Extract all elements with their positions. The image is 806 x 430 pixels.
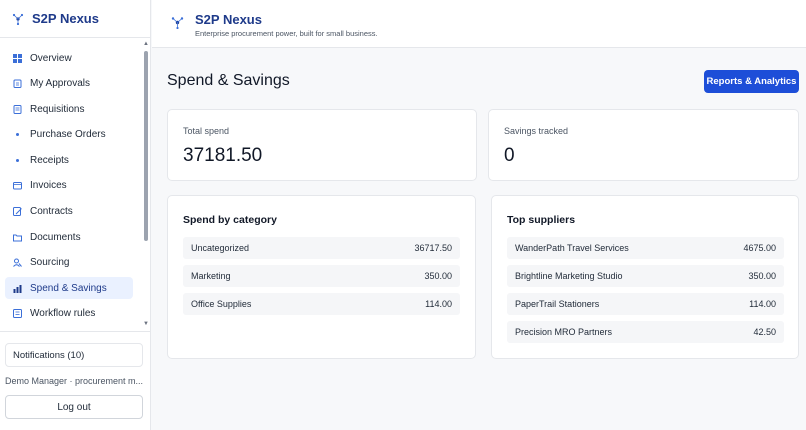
sidebar-item-label: My Approvals bbox=[30, 78, 91, 90]
category-name: Office Supplies bbox=[191, 299, 252, 309]
sidebar-item-label: Requisitions bbox=[30, 103, 85, 115]
spend-by-category-title: Spend by category bbox=[183, 214, 277, 226]
category-row: Office Supplies 114.00 bbox=[183, 293, 460, 315]
sidebar-item-label: Overview bbox=[30, 52, 72, 64]
sidebar-item-requisitions[interactable]: Requisitions bbox=[5, 98, 133, 120]
sidebar-item-spend-savings[interactable]: Spend & Savings bbox=[5, 277, 133, 300]
total-spend-label: Total spend bbox=[183, 126, 230, 136]
supplier-amount: 350.00 bbox=[748, 271, 776, 281]
sidebar-item-label: Spend & Savings bbox=[30, 282, 107, 294]
supplier-name: Precision MRO Partners bbox=[515, 327, 613, 337]
supplier-amount: 42.50 bbox=[753, 327, 776, 337]
sidebar-item-sourcing[interactable]: Sourcing bbox=[5, 252, 133, 274]
folder-icon bbox=[13, 233, 22, 242]
category-amount: 350.00 bbox=[424, 271, 452, 281]
supplier-row: PaperTrail Stationers 114.00 bbox=[507, 293, 784, 315]
sidebar-item-invoices[interactable]: Invoices bbox=[5, 175, 133, 197]
category-name: Uncategorized bbox=[191, 243, 250, 253]
supplier-name: WanderPath Travel Services bbox=[515, 243, 629, 253]
grid-icon bbox=[13, 53, 22, 63]
sidebar-brand[interactable]: S2P Nexus bbox=[0, 0, 150, 38]
brand-name: S2P Nexus bbox=[32, 11, 99, 26]
dot-icon bbox=[13, 130, 22, 139]
supplier-amount: 4675.00 bbox=[743, 243, 776, 253]
people-icon bbox=[13, 258, 22, 268]
savings-value: 0 bbox=[504, 145, 515, 166]
savings-card: Savings tracked 0 bbox=[488, 109, 799, 181]
nexus-logo-icon bbox=[12, 13, 24, 25]
sidebar-item-label: Receipts bbox=[30, 154, 69, 166]
category-row: Marketing 350.00 bbox=[183, 265, 460, 287]
page-title: Spend & Savings bbox=[167, 72, 290, 89]
top-suppliers-title: Top suppliers bbox=[507, 214, 576, 226]
top-header: S2P Nexus Enterprise procurement power, … bbox=[152, 0, 806, 48]
workflow-icon bbox=[13, 309, 22, 319]
app-tagline: Enterprise procurement power, built for … bbox=[195, 29, 378, 38]
bar-chart-icon bbox=[13, 284, 22, 293]
top-suppliers-card: Top suppliers WanderPath Travel Services… bbox=[491, 195, 799, 359]
app-title: S2P Nexus bbox=[195, 12, 262, 27]
nexus-logo-icon bbox=[171, 17, 184, 29]
category-name: Marketing bbox=[191, 271, 231, 281]
sidebar-footer: Notifications (10) Demo Manager · procur… bbox=[0, 331, 151, 419]
supplier-row: WanderPath Travel Services 4675.00 bbox=[507, 237, 784, 259]
list-icon bbox=[13, 104, 22, 114]
sidebar-item-my-approvals[interactable]: My Approvals bbox=[5, 73, 133, 95]
category-amount: 36717.50 bbox=[414, 243, 452, 253]
clipboard-icon bbox=[13, 79, 22, 89]
spend-by-category-card: Spend by category Uncategorized 36717.50… bbox=[167, 195, 476, 359]
sidebar-item-label: Workflow rules bbox=[30, 308, 96, 320]
total-spend-card: Total spend 37181.50 bbox=[167, 109, 477, 181]
pen-icon bbox=[13, 207, 22, 217]
sidebar-item-receipts[interactable]: Receipts bbox=[5, 149, 133, 171]
sidebar-item-workflow-rules[interactable]: Workflow rules bbox=[5, 303, 133, 325]
supplier-name: Brightline Marketing Studio bbox=[515, 271, 623, 281]
sidebar-nav: Overview My Approvals Requisitions Purch… bbox=[0, 39, 151, 331]
dot-icon bbox=[13, 156, 22, 165]
supplier-row: Brightline Marketing Studio 350.00 bbox=[507, 265, 784, 287]
sidebar-item-purchase-orders[interactable]: Purchase Orders bbox=[5, 124, 133, 146]
reports-analytics-button[interactable]: Reports & Analytics bbox=[704, 70, 799, 93]
scrollbar-thumb[interactable] bbox=[144, 51, 148, 241]
sidebar-scrollbar[interactable]: ▲ ▼ bbox=[143, 39, 149, 331]
sidebar-item-label: Purchase Orders bbox=[30, 129, 106, 141]
supplier-row: Precision MRO Partners 42.50 bbox=[507, 321, 784, 343]
invoice-icon bbox=[13, 181, 22, 190]
total-spend-value: 37181.50 bbox=[183, 145, 263, 166]
scroll-up-arrow-icon[interactable]: ▲ bbox=[143, 41, 149, 47]
sidebar-item-label: Documents bbox=[30, 231, 81, 243]
sidebar-item-documents[interactable]: Documents bbox=[5, 226, 133, 248]
category-amount: 114.00 bbox=[425, 299, 452, 309]
category-row: Uncategorized 36717.50 bbox=[183, 237, 460, 259]
sidebar: S2P Nexus Overview My Approvals Requisit… bbox=[0, 0, 151, 430]
sidebar-item-label: Invoices bbox=[30, 180, 67, 192]
sidebar-item-overview[interactable]: Overview bbox=[5, 47, 133, 69]
supplier-name: PaperTrail Stationers bbox=[515, 299, 600, 309]
notifications-button[interactable]: Notifications (10) bbox=[5, 343, 143, 367]
sidebar-item-label: Sourcing bbox=[30, 257, 70, 269]
logout-button[interactable]: Log out bbox=[5, 395, 143, 419]
scroll-down-arrow-icon[interactable]: ▼ bbox=[143, 321, 149, 327]
savings-label: Savings tracked bbox=[504, 126, 569, 136]
sidebar-item-label: Contracts bbox=[30, 206, 73, 218]
supplier-amount: 114.00 bbox=[749, 299, 776, 309]
current-user-label: Demo Manager · procurement m... bbox=[5, 376, 144, 386]
sidebar-item-contracts[interactable]: Contracts bbox=[5, 201, 133, 223]
